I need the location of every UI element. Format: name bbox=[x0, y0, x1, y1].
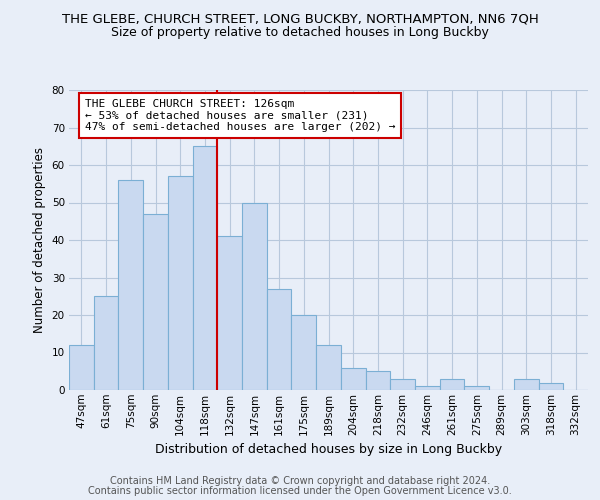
Bar bbox=[267, 289, 292, 390]
Bar bbox=[143, 214, 168, 390]
Bar bbox=[514, 379, 539, 390]
Bar bbox=[341, 368, 365, 390]
Bar bbox=[193, 146, 217, 390]
Bar bbox=[94, 296, 118, 390]
Text: Contains HM Land Registry data © Crown copyright and database right 2024.: Contains HM Land Registry data © Crown c… bbox=[110, 476, 490, 486]
Bar bbox=[292, 315, 316, 390]
X-axis label: Distribution of detached houses by size in Long Buckby: Distribution of detached houses by size … bbox=[155, 443, 502, 456]
Text: THE GLEBE CHURCH STREET: 126sqm
← 53% of detached houses are smaller (231)
47% o: THE GLEBE CHURCH STREET: 126sqm ← 53% of… bbox=[85, 99, 395, 132]
Bar bbox=[415, 386, 440, 390]
Y-axis label: Number of detached properties: Number of detached properties bbox=[33, 147, 46, 333]
Bar bbox=[242, 202, 267, 390]
Text: Size of property relative to detached houses in Long Buckby: Size of property relative to detached ho… bbox=[111, 26, 489, 39]
Bar bbox=[440, 379, 464, 390]
Bar bbox=[365, 371, 390, 390]
Bar bbox=[69, 345, 94, 390]
Text: THE GLEBE, CHURCH STREET, LONG BUCKBY, NORTHAMPTON, NN6 7QH: THE GLEBE, CHURCH STREET, LONG BUCKBY, N… bbox=[62, 12, 538, 26]
Bar bbox=[118, 180, 143, 390]
Text: Contains public sector information licensed under the Open Government Licence v3: Contains public sector information licen… bbox=[88, 486, 512, 496]
Bar bbox=[217, 236, 242, 390]
Bar bbox=[168, 176, 193, 390]
Bar bbox=[464, 386, 489, 390]
Bar bbox=[539, 382, 563, 390]
Bar bbox=[390, 379, 415, 390]
Bar bbox=[316, 345, 341, 390]
